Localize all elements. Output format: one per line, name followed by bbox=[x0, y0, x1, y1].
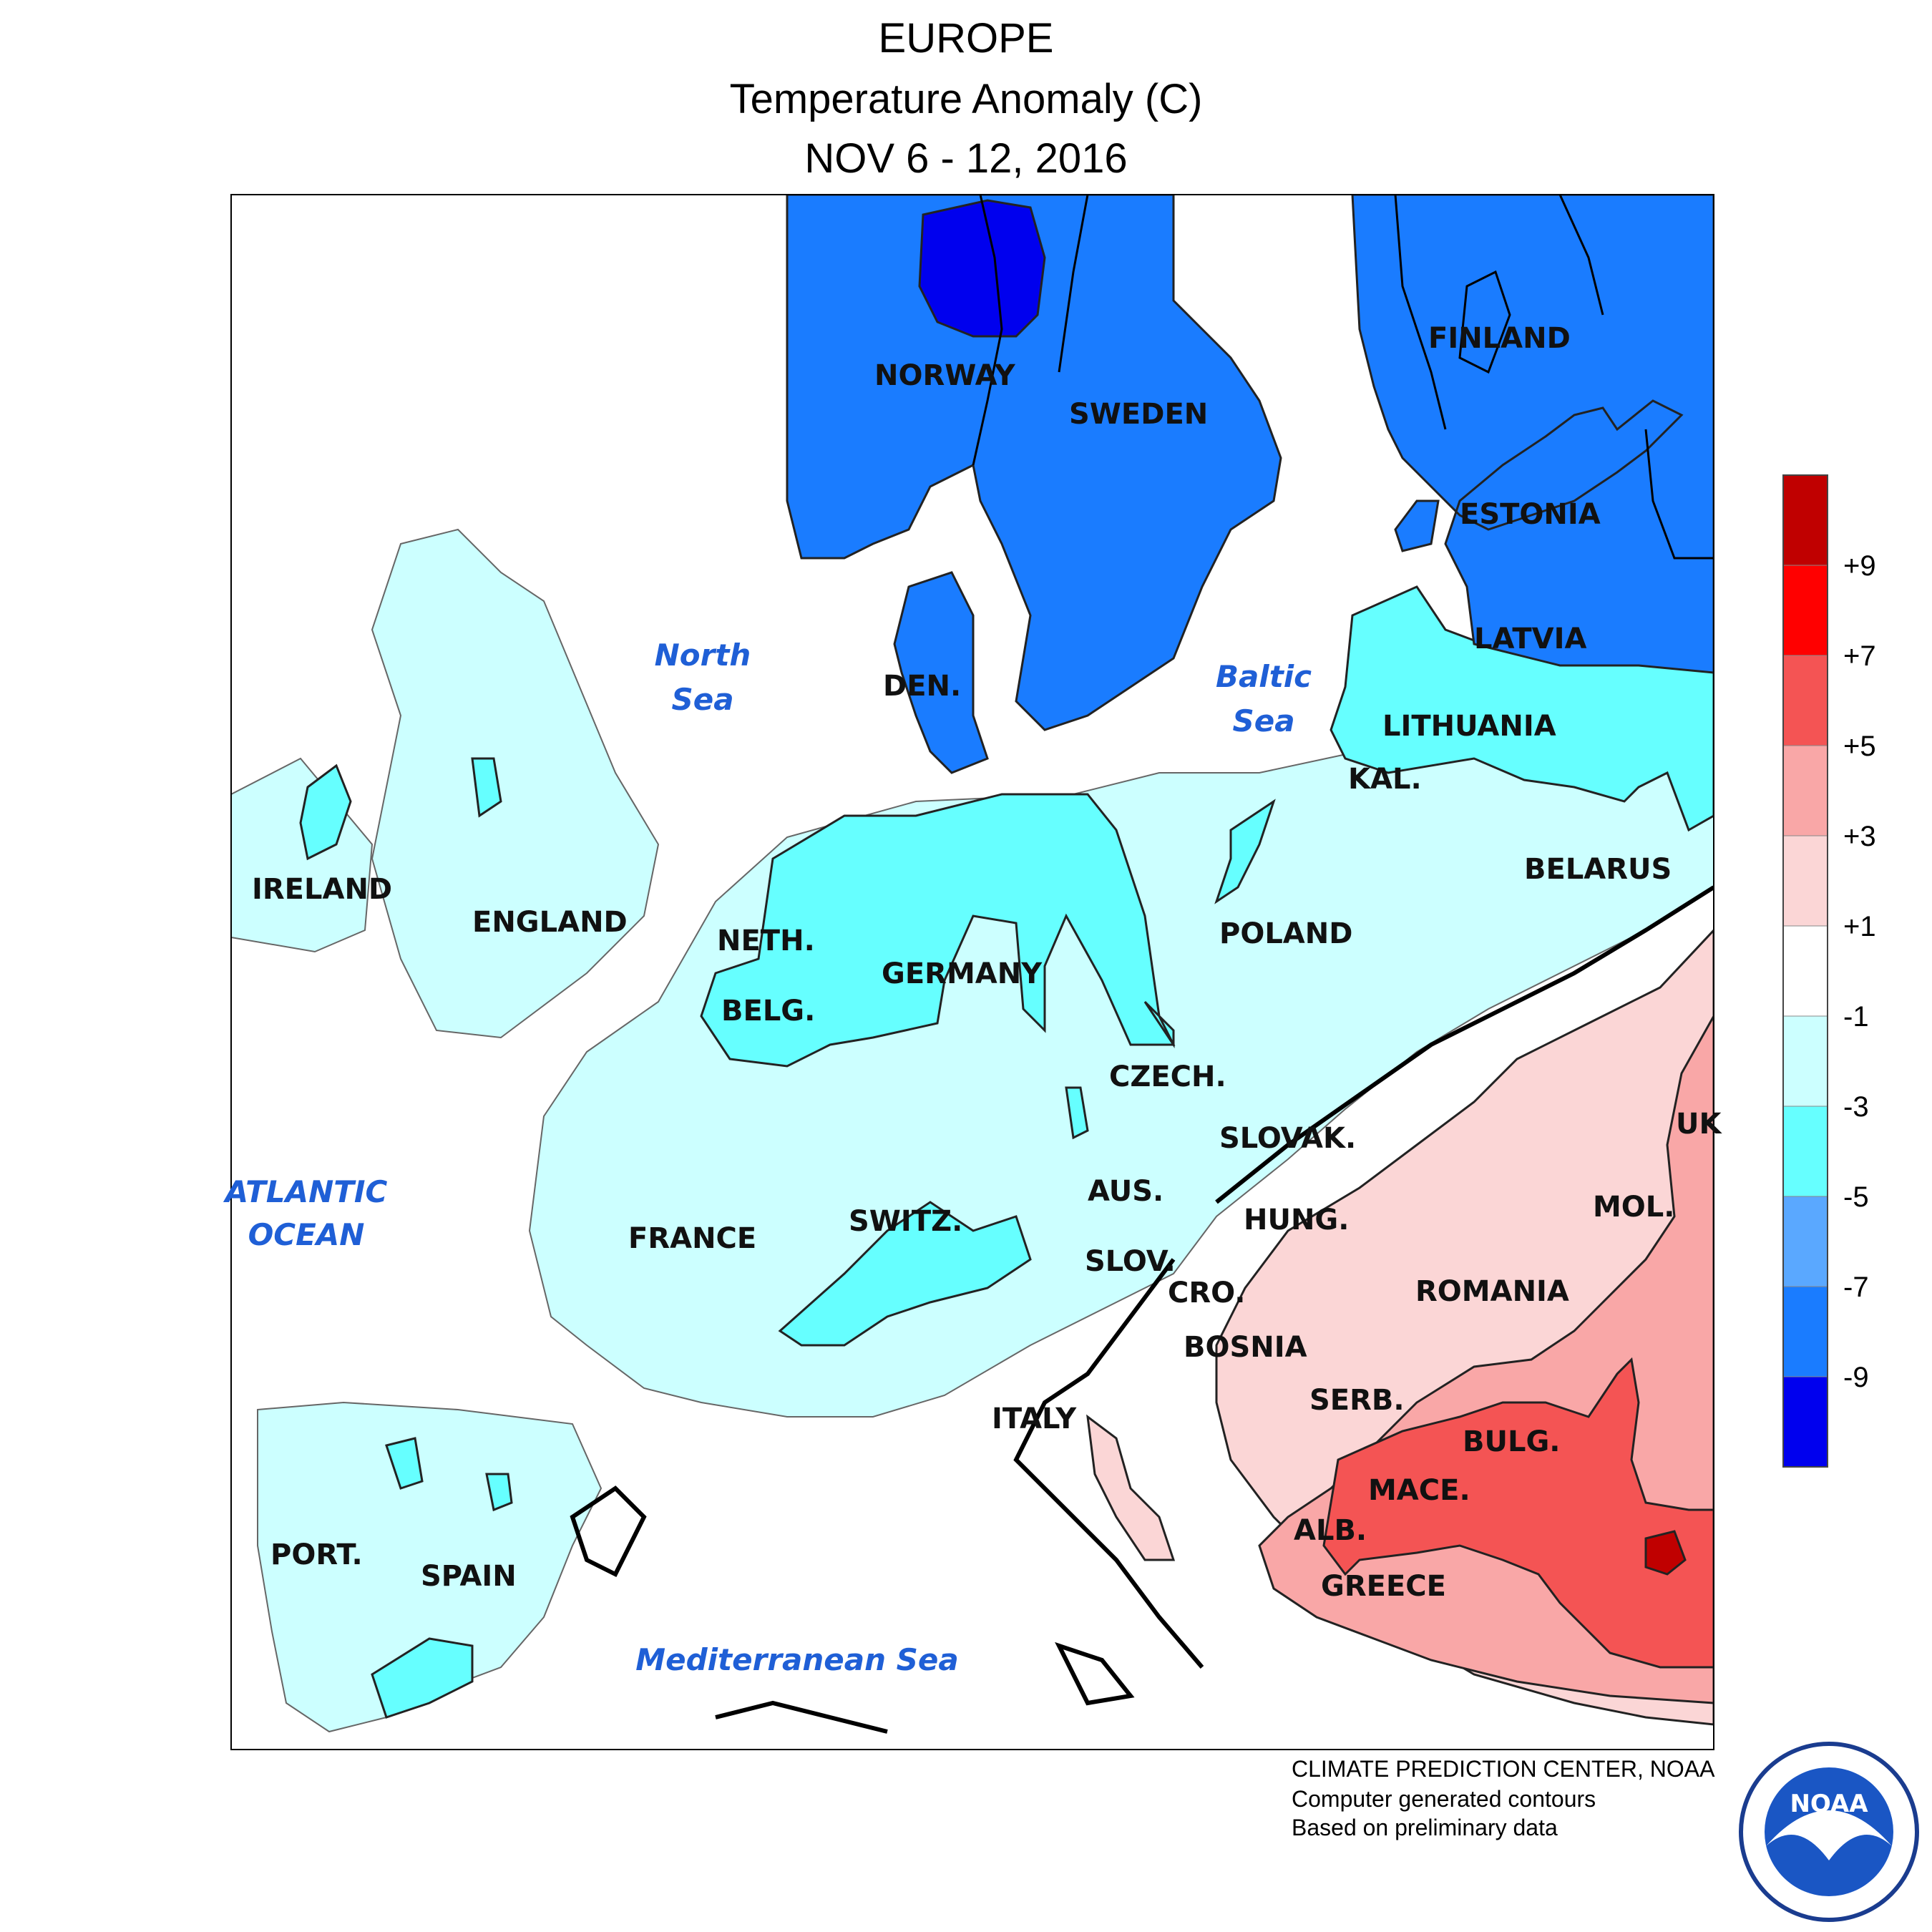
legend-swatch bbox=[1782, 1286, 1828, 1377]
label-czech: CZECH. bbox=[1109, 1060, 1226, 1093]
label-ukraine: UK bbox=[1676, 1108, 1722, 1141]
label-slovakia: SLOVAK. bbox=[1219, 1122, 1356, 1155]
legend-tick-label: +1 bbox=[1843, 911, 1876, 942]
label-baltic-sea-2: Sea bbox=[1232, 703, 1294, 738]
map-date-range: NOV 6 - 12, 2016 bbox=[804, 135, 1128, 182]
legend-tick-label: -7 bbox=[1843, 1272, 1869, 1303]
label-greece: GREECE bbox=[1321, 1570, 1446, 1603]
deep-blue-field bbox=[918, 199, 1046, 338]
label-spain: SPAIN bbox=[421, 1560, 517, 1593]
label-croatia: CRO. bbox=[1168, 1277, 1245, 1309]
label-macedonia: MACE. bbox=[1368, 1474, 1470, 1507]
noaa-logo: NOAA bbox=[1739, 1742, 1919, 1922]
label-ireland: IRELAND bbox=[252, 873, 392, 906]
label-bosnia: BOSNIA bbox=[1184, 1331, 1307, 1364]
legend-tick-label: -9 bbox=[1843, 1362, 1869, 1393]
legend-swatch bbox=[1782, 655, 1828, 746]
legend-tick-label: +5 bbox=[1843, 731, 1876, 762]
legend-swatch bbox=[1782, 1106, 1828, 1197]
label-england: ENGLAND bbox=[472, 906, 628, 939]
cyan-field bbox=[299, 585, 1714, 1719]
label-latvia: LATVIA bbox=[1474, 623, 1586, 655]
zero-contours bbox=[570, 885, 1714, 1734]
label-denmark: DEN. bbox=[883, 670, 961, 703]
label-austria: AUS. bbox=[1088, 1175, 1163, 1208]
label-italy: ITALY bbox=[992, 1402, 1077, 1435]
label-albania: ALB. bbox=[1294, 1514, 1367, 1547]
legend-swatch bbox=[1782, 474, 1828, 566]
map-subtitle: Temperature Anomaly (C) bbox=[729, 76, 1203, 122]
water-labels: North Sea Baltic Sea ATLANTIC OCEAN Medi… bbox=[223, 638, 1312, 1677]
label-germany: GERMANY bbox=[882, 957, 1043, 990]
label-moldova: MOL. bbox=[1593, 1191, 1675, 1224]
label-sweden: SWEDEN bbox=[1069, 398, 1208, 431]
legend-outline bbox=[1782, 474, 1828, 1468]
legend-swatch bbox=[1782, 1015, 1828, 1107]
map-fields bbox=[231, 195, 1714, 1750]
country-labels: NORWAY SWEDEN FINLAND ESTONIA LATVIA LIT… bbox=[252, 322, 1722, 1603]
legend-tick-label: -1 bbox=[1843, 1001, 1869, 1033]
label-atlantic-1: ATLANTIC bbox=[223, 1174, 388, 1209]
label-romania: ROMANIA bbox=[1415, 1275, 1569, 1308]
label-mediterranean: Mediterranean Sea bbox=[635, 1642, 958, 1677]
label-estonia: ESTONIA bbox=[1460, 498, 1601, 531]
legend-swatch bbox=[1782, 1376, 1828, 1468]
label-netherlands: NETH. bbox=[717, 924, 815, 957]
label-slovenia: SLOV. bbox=[1085, 1245, 1176, 1278]
red-field bbox=[1322, 1357, 1714, 1669]
label-atlantic-2: OCEAN bbox=[248, 1217, 365, 1252]
label-belarus: BELARUS bbox=[1524, 853, 1672, 886]
map-title: EUROPE bbox=[878, 15, 1054, 62]
legend-tick-label: +7 bbox=[1843, 640, 1876, 672]
label-kaliningrad: KAL. bbox=[1348, 763, 1422, 796]
label-finland: FINLAND bbox=[1428, 322, 1571, 355]
blue-field bbox=[786, 195, 1714, 774]
legend-swatch bbox=[1782, 745, 1828, 836]
logo-text: NOAA bbox=[1790, 1790, 1868, 1818]
logo-gull bbox=[1766, 1810, 1892, 1860]
label-portugal: PORT. bbox=[270, 1538, 363, 1571]
legend-tick-label: +3 bbox=[1843, 821, 1876, 852]
label-poland: POLAND bbox=[1219, 917, 1352, 950]
label-bulgaria: BULG. bbox=[1463, 1425, 1560, 1458]
label-serbia: SERB. bbox=[1309, 1384, 1405, 1417]
label-lithuania: LITHUANIA bbox=[1382, 710, 1556, 743]
legend-swatch bbox=[1782, 565, 1828, 656]
legend-swatch bbox=[1782, 835, 1828, 927]
light-cyan-field bbox=[231, 528, 1714, 1733]
legend-colorbar: +9 +7 +5 +3 +1 -1 -3 -5 -7 -9 bbox=[1782, 474, 1876, 1468]
anomaly-contours bbox=[972, 195, 1714, 560]
label-baltic-sea-1: Baltic bbox=[1216, 659, 1312, 694]
label-norway: NORWAY bbox=[874, 359, 1016, 392]
label-france: FRANCE bbox=[628, 1222, 756, 1255]
legend-tick-label: -5 bbox=[1843, 1181, 1869, 1213]
label-north-sea-1: North bbox=[655, 638, 751, 673]
dark-red-field bbox=[1644, 1530, 1687, 1576]
legend-swatch bbox=[1782, 1196, 1828, 1287]
label-belgium: BELG. bbox=[721, 995, 815, 1028]
label-hungary: HUNG. bbox=[1244, 1204, 1349, 1236]
label-switzerland: SWITZ. bbox=[849, 1205, 962, 1238]
legend-tick-label: +9 bbox=[1843, 550, 1876, 582]
legend-swatch bbox=[1782, 925, 1828, 1017]
label-north-sea-2: Sea bbox=[671, 682, 733, 717]
credit-line-2: Computer generated contours bbox=[1292, 1786, 1596, 1812]
credit-line-1: CLIMATE PREDICTION CENTER, NOAA bbox=[1292, 1756, 1715, 1782]
map-frame bbox=[230, 194, 1714, 1750]
legend-tick-label: -3 bbox=[1843, 1091, 1869, 1123]
credit-line-3: Based on preliminary data bbox=[1292, 1815, 1558, 1840]
